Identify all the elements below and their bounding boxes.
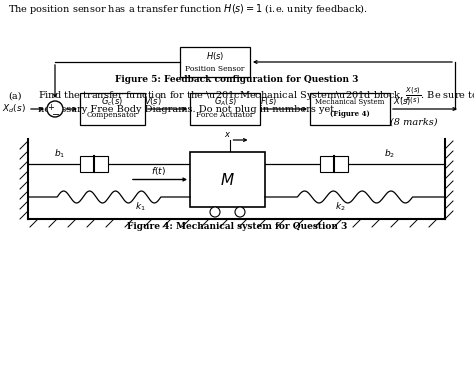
Text: $H(s)$: $H(s)$ <box>206 50 224 62</box>
Text: $X(s)$: $X(s)$ <box>393 95 411 107</box>
Circle shape <box>47 101 63 117</box>
Text: Figure 4: Mechanical system for Question 3: Figure 4: Mechanical system for Question… <box>127 221 347 230</box>
Text: $-$: $-$ <box>52 108 61 117</box>
Text: $b_1$: $b_1$ <box>55 148 65 160</box>
Bar <box>320 156 348 172</box>
Text: Position Sensor: Position Sensor <box>185 65 245 73</box>
Bar <box>190 152 265 207</box>
Text: Mechanical System: Mechanical System <box>315 98 385 106</box>
Text: $V(s)$: $V(s)$ <box>144 95 162 107</box>
Circle shape <box>210 207 220 217</box>
Text: The position sensor has a transfer function $H(s) = 1$ (i.e. unity feedback).: The position sensor has a transfer funct… <box>8 2 368 16</box>
Text: Compensator: Compensator <box>87 111 138 119</box>
Bar <box>310 93 390 125</box>
Text: (Figure 4): (Figure 4) <box>330 110 370 118</box>
Text: Find the transfer function for the \u201cMechanical System\u201d block, $\frac{X: Find the transfer function for the \u201… <box>38 85 474 107</box>
Text: $M$: $M$ <box>220 172 235 187</box>
Text: $G_c(s)$: $G_c(s)$ <box>101 96 124 108</box>
Text: Figure 5: Feedback configuration for Question 3: Figure 5: Feedback configuration for Que… <box>115 74 359 83</box>
Text: $+$: $+$ <box>47 102 55 112</box>
Text: $k_1$: $k_1$ <box>135 201 146 213</box>
Text: $f(t)$: $f(t)$ <box>151 165 165 177</box>
Text: (a): (a) <box>8 92 21 101</box>
Bar <box>180 47 250 77</box>
Text: $b_2$: $b_2$ <box>384 148 396 160</box>
Text: $x$: $x$ <box>224 129 231 138</box>
Text: $X_d(s)$: $X_d(s)$ <box>2 103 26 115</box>
Text: $k_2$: $k_2$ <box>335 201 346 213</box>
Text: necessary Free Body Diagrams. Do not plug in numbers yet.: necessary Free Body Diagrams. Do not plu… <box>38 104 337 113</box>
Bar <box>80 93 145 125</box>
Text: $F(s)$: $F(s)$ <box>259 95 276 107</box>
Bar <box>80 156 108 172</box>
Bar <box>190 93 260 125</box>
Text: Force Actuator: Force Actuator <box>196 111 254 119</box>
Text: $G_A(s)$: $G_A(s)$ <box>213 96 237 108</box>
Text: (8 marks): (8 marks) <box>390 117 438 126</box>
Circle shape <box>235 207 245 217</box>
